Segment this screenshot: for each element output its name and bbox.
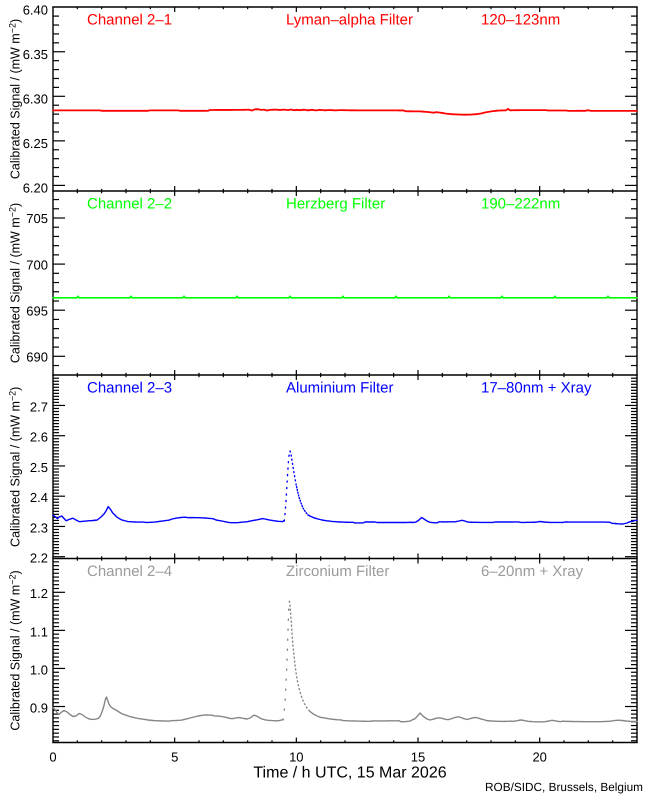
svg-text:10: 10 — [289, 750, 303, 765]
svg-text:Calibrated Signal / (mW m−2): Calibrated Signal / (mW m−2) — [8, 19, 23, 179]
svg-text:Channel 2–4: Channel 2–4 — [87, 563, 172, 580]
svg-text:Calibrated Signal / (mW m−2): Calibrated Signal / (mW m−2) — [8, 570, 23, 730]
svg-text:0.9: 0.9 — [30, 701, 48, 716]
svg-text:1.1: 1.1 — [30, 624, 48, 639]
svg-text:2.5: 2.5 — [30, 460, 48, 475]
svg-text:6.40: 6.40 — [23, 2, 48, 17]
svg-text:700: 700 — [26, 257, 48, 272]
svg-text:Channel 2–2: Channel 2–2 — [87, 196, 172, 213]
svg-text:Aluminium Filter: Aluminium Filter — [286, 380, 394, 397]
svg-text:2.4: 2.4 — [30, 490, 48, 505]
svg-text:20: 20 — [532, 750, 546, 765]
svg-text:0: 0 — [49, 750, 56, 765]
svg-text:5: 5 — [171, 750, 178, 765]
svg-text:Calibrated Signal / (mW m−2): Calibrated Signal / (mW m−2) — [8, 203, 23, 363]
svg-text:2.3: 2.3 — [30, 520, 48, 535]
svg-text:Herzberg Filter: Herzberg Filter — [286, 196, 385, 213]
svg-text:190–222nm: 190–222nm — [481, 196, 560, 213]
svg-text:6.25: 6.25 — [23, 136, 48, 151]
svg-text:Calibrated Signal / (mW m−2): Calibrated Signal / (mW m−2) — [8, 387, 23, 547]
svg-text:6–20nm + Xray: 6–20nm + Xray — [481, 563, 584, 580]
svg-text:Lyman–alpha Filter: Lyman–alpha Filter — [286, 12, 413, 29]
svg-text:1.0: 1.0 — [30, 662, 48, 677]
svg-text:6.30: 6.30 — [23, 92, 48, 107]
svg-text:6.35: 6.35 — [23, 47, 48, 62]
svg-text:2.2: 2.2 — [30, 551, 48, 566]
svg-text:2.6: 2.6 — [30, 430, 48, 445]
svg-text:Channel 2–3: Channel 2–3 — [87, 380, 172, 397]
svg-text:Channel 2–1: Channel 2–1 — [87, 12, 172, 29]
svg-text:690: 690 — [26, 350, 48, 365]
svg-text:6.20: 6.20 — [23, 181, 48, 196]
svg-text:15: 15 — [411, 750, 425, 765]
svg-text:705: 705 — [26, 211, 48, 226]
svg-text:Time / h UTC, 15 Mar 2026: Time / h UTC, 15 Mar 2026 — [253, 765, 446, 782]
svg-text:120–123nm: 120–123nm — [481, 12, 560, 29]
svg-text:17–80nm + Xray: 17–80nm + Xray — [481, 380, 592, 397]
svg-text:Zirconium Filter: Zirconium Filter — [286, 563, 389, 580]
svg-text:ROB/SIDC, Brussels, Belgium: ROB/SIDC, Brussels, Belgium — [485, 780, 643, 794]
svg-text:695: 695 — [26, 303, 48, 318]
svg-text:1.2: 1.2 — [30, 586, 48, 601]
svg-text:2.7: 2.7 — [30, 399, 48, 414]
